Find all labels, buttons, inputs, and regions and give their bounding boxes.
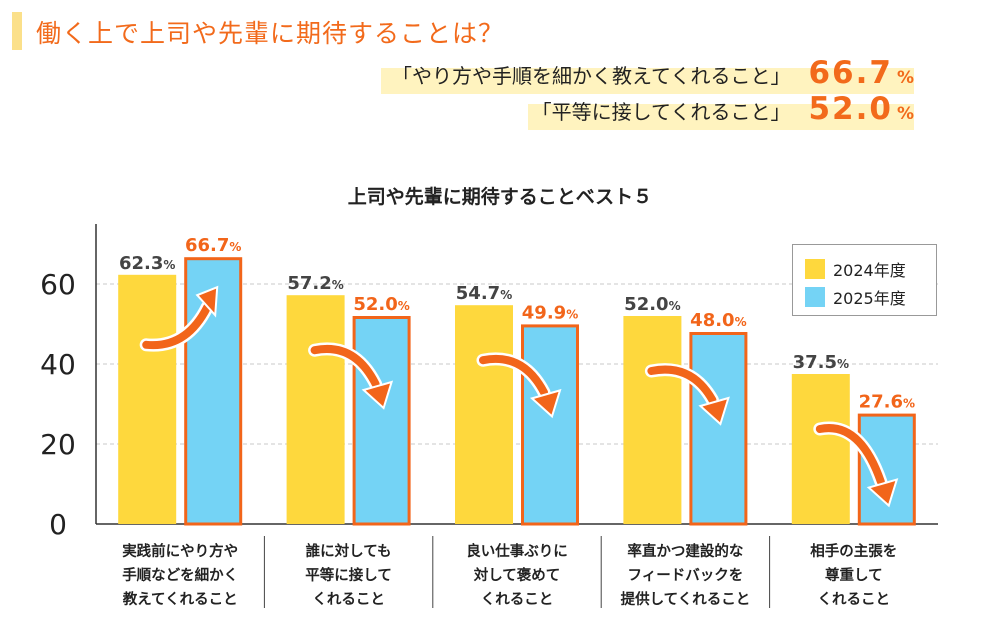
highlight-text-2: 「平等に接してくれること」 xyxy=(531,100,791,124)
category-label-1-line-3: 教えてくれること xyxy=(122,590,238,608)
y-tick-label-60: 60 xyxy=(40,268,76,301)
highlight-unit-1: % xyxy=(896,68,914,88)
y-tick-label-0: 0 xyxy=(49,508,67,541)
data-label-2025-3: 49.9% xyxy=(522,302,578,323)
bar-2024-4 xyxy=(623,316,682,524)
category-label-5-line-1: 相手の主張を xyxy=(810,542,897,560)
category-label-3-line-3: くれること xyxy=(481,591,554,608)
bar-2024-5 xyxy=(791,374,850,524)
data-label-2025-2: 52.0% xyxy=(353,294,409,315)
legend-item-2025: 2025年度 xyxy=(805,285,906,309)
category-label-4-line-2: フィードバックを xyxy=(628,567,744,584)
highlight-value-2: 52.0 xyxy=(808,91,893,127)
category-label-1-line-2: 手順などを細かく xyxy=(122,566,238,584)
category-label-5-line-2: 尊重して xyxy=(825,566,883,584)
data-label-2025-4: 48.0% xyxy=(690,310,746,331)
data-label-2024-4: 52.0% xyxy=(624,294,680,315)
data-label-2025-5: 27.6% xyxy=(859,392,915,413)
category-label-4-line-3: 提供してくれること xyxy=(621,590,751,608)
trend-arrow-5 xyxy=(815,424,885,486)
trend-arrow-2 xyxy=(310,344,380,388)
highlight-text-1: 「やり方や手順を細かく教えてくれること」 xyxy=(392,64,791,88)
highlight-row-2: 「平等に接してくれること」 52.0 % xyxy=(532,91,914,127)
category-label-5-line-3: くれること xyxy=(818,591,891,608)
bar-2025-4 xyxy=(689,332,748,526)
trend-arrowhead-5 xyxy=(866,478,899,508)
data-label-2025-1: 66.7% xyxy=(185,235,241,256)
bar-2024-3 xyxy=(455,305,513,524)
category-label-3-line-2: 対して褒めて xyxy=(473,566,561,584)
legend-item-2024: 2024年度 xyxy=(805,257,906,281)
legend-label-2025: 2025年度 xyxy=(833,289,906,308)
highlight-background-1 xyxy=(381,68,914,94)
trend-arrowhead-2 xyxy=(361,380,394,410)
category-label-2-line-1: 誰に対しても xyxy=(306,542,392,560)
trend-arrowhead-4 xyxy=(698,396,730,426)
trend-arrow-4 xyxy=(647,365,717,404)
highlight-row-1: 「やり方や手順を細かく教えてくれること」 66.7 % xyxy=(392,55,914,91)
trend-arrowhead-3 xyxy=(529,388,562,419)
legend: 2024年度 2025年度 xyxy=(792,244,937,316)
y-tick-label-40: 40 xyxy=(40,348,76,381)
trend-arrow-1 xyxy=(142,303,212,350)
category-label-3-line-1: 良い仕事ぶりに xyxy=(466,542,568,560)
highlight-unit-2: % xyxy=(896,104,914,124)
bar-2025-3 xyxy=(521,324,579,526)
data-label-2024-5: 37.5% xyxy=(793,352,849,373)
title-accent-bar xyxy=(12,12,22,50)
category-label-2-line-3: くれること xyxy=(312,591,385,608)
trend-arrow-3 xyxy=(479,355,548,397)
legend-swatch-2025 xyxy=(805,287,825,307)
highlight-background-2 xyxy=(528,104,914,130)
bar-2025-5 xyxy=(857,413,916,526)
category-label-2-line-2: 平等に接して xyxy=(305,566,392,584)
legend-swatch-2024 xyxy=(805,259,825,279)
category-label-4-line-1: 率直かつ建設的な xyxy=(627,542,743,560)
page-title: 働く上で上司や先輩に期待することは？ xyxy=(36,19,505,48)
bar-2024-1 xyxy=(118,274,177,524)
bar-2024-2 xyxy=(286,295,345,524)
category-label-1-line-1: 実践前にやり方や xyxy=(122,542,238,560)
data-label-2024-3: 54.7% xyxy=(456,283,512,304)
data-label-2024-2: 57.2% xyxy=(287,273,343,294)
chart-title: 上司や先輩に期待することベスト５ xyxy=(347,186,653,208)
data-label-2024-1: 62.3% xyxy=(119,253,175,274)
bar-2025-2 xyxy=(352,316,411,526)
legend-label-2024: 2024年度 xyxy=(833,261,906,280)
highlight-value-1: 66.7 xyxy=(808,55,893,91)
y-tick-label-20: 20 xyxy=(40,428,76,461)
trend-arrowhead-1 xyxy=(195,285,219,318)
